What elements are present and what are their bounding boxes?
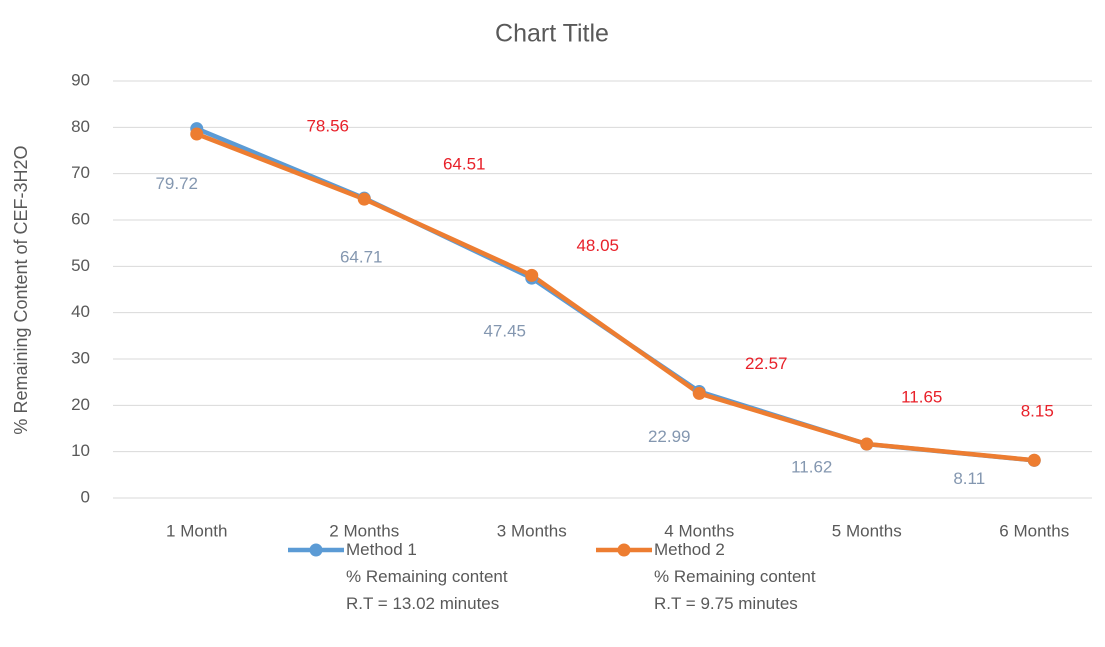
data-label: 64.71 bbox=[340, 248, 383, 267]
data-point bbox=[357, 192, 371, 206]
x-tick-label: 4 Months bbox=[664, 521, 734, 540]
data-point bbox=[692, 386, 706, 400]
y-tick-label: 70 bbox=[71, 163, 90, 182]
data-label: 11.62 bbox=[791, 458, 832, 477]
data-label: 47.45 bbox=[483, 322, 526, 341]
data-label: 78.56 bbox=[306, 116, 349, 135]
y-tick-label: 30 bbox=[71, 348, 90, 367]
data-label: 8.15 bbox=[1021, 402, 1054, 421]
y-tick-label: 20 bbox=[71, 395, 90, 414]
y-tick-label: 90 bbox=[71, 70, 90, 89]
y-tick-label: 40 bbox=[71, 302, 90, 321]
data-label: 48.05 bbox=[576, 236, 619, 255]
y-tick-label: 80 bbox=[71, 117, 90, 136]
legend-entry: Method 1 % Remaining content R.T = 13.02… bbox=[346, 540, 508, 613]
x-tick-label: 2 Months bbox=[329, 521, 399, 540]
data-label: 22.57 bbox=[745, 354, 788, 373]
y-axis-label: % Remaining Content of CEF-3H2O bbox=[11, 145, 31, 434]
data-label: 79.72 bbox=[155, 174, 198, 193]
data-point bbox=[525, 268, 539, 282]
x-tick-label: 1 Month bbox=[166, 521, 227, 540]
y-tick-label: 10 bbox=[71, 441, 90, 460]
data-point bbox=[190, 127, 204, 141]
x-tick-label: 3 Months bbox=[497, 521, 567, 540]
data-label: 64.51 bbox=[443, 155, 486, 174]
y-tick-label: 0 bbox=[81, 487, 90, 506]
legend-entry: Method 2 % Remaining content R.T = 9.75 … bbox=[654, 540, 816, 613]
legend-marker bbox=[309, 543, 323, 557]
legend-marker bbox=[617, 543, 631, 557]
y-tick-label: 60 bbox=[71, 209, 90, 228]
data-label: 8.11 bbox=[953, 469, 985, 488]
x-tick-label: 5 Months bbox=[832, 521, 902, 540]
data-point bbox=[860, 437, 874, 451]
data-label: 22.99 bbox=[648, 427, 691, 446]
chart-title: Chart Title bbox=[495, 20, 609, 48]
y-tick-label: 50 bbox=[71, 256, 90, 275]
x-tick-label: 6 Months bbox=[999, 521, 1069, 540]
data-point bbox=[1027, 453, 1041, 467]
series-line bbox=[195, 126, 1035, 463]
series-line bbox=[195, 131, 1035, 463]
data-label: 11.65 bbox=[901, 388, 942, 407]
